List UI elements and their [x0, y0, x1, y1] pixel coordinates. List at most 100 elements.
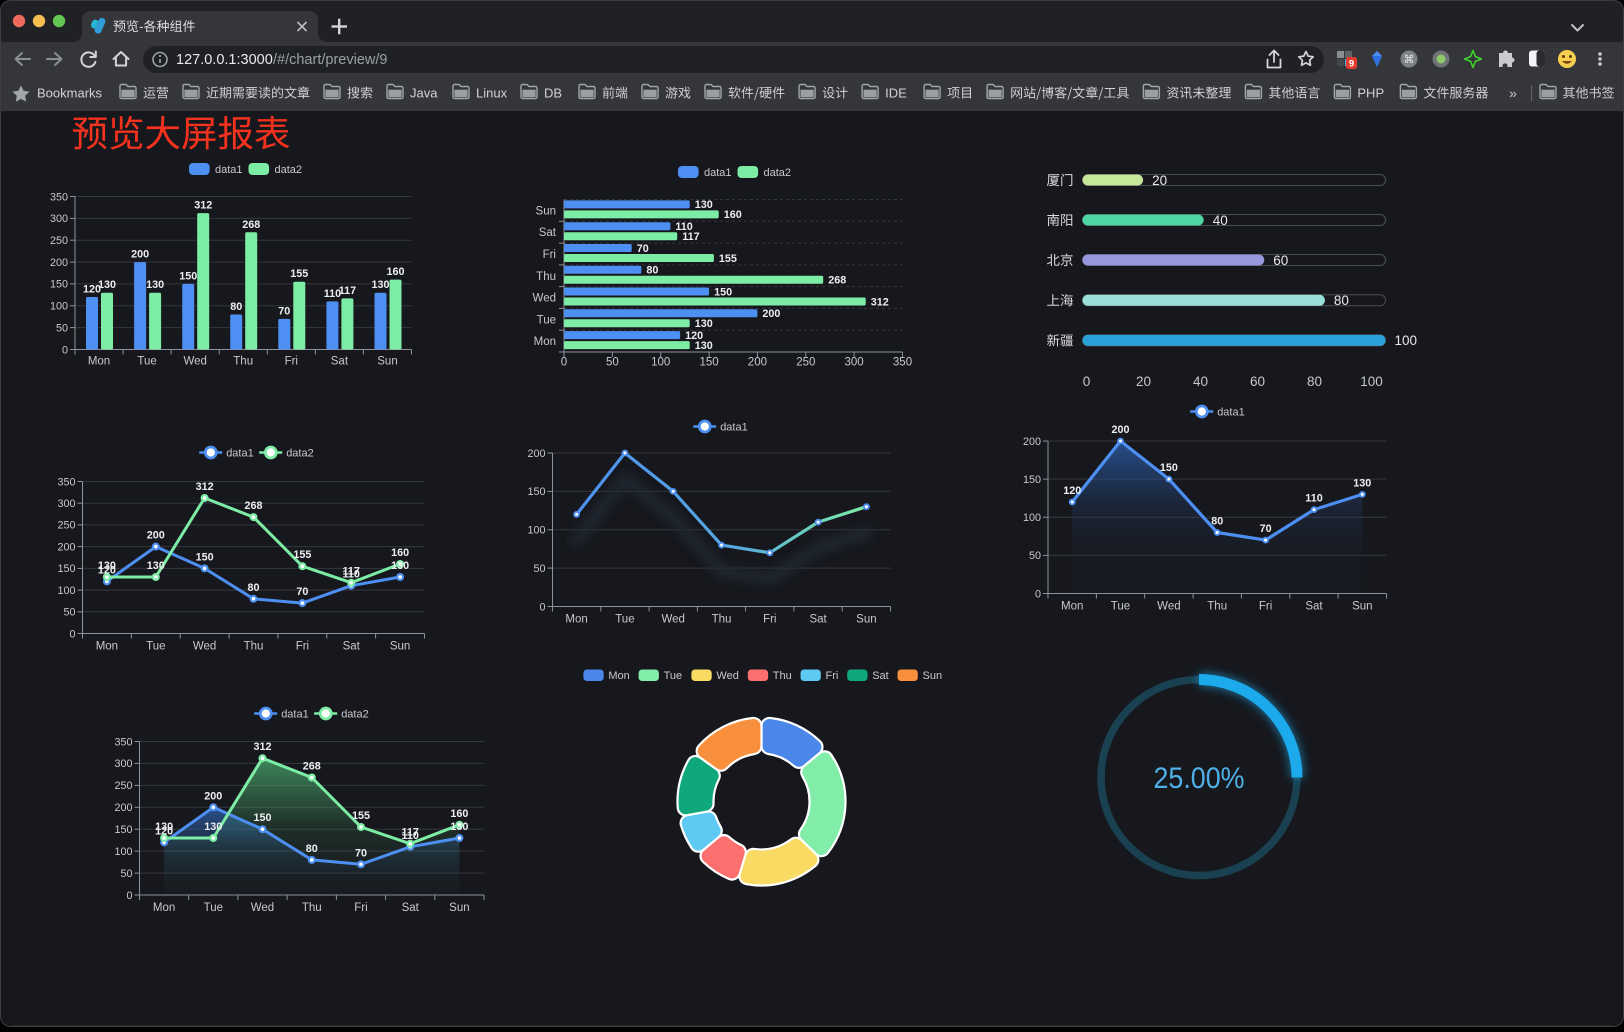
svg-text:DB: DB	[544, 86, 562, 101]
svg-text:130: 130	[391, 560, 409, 572]
svg-text:150: 150	[714, 286, 732, 298]
svg-text:Sat: Sat	[331, 356, 349, 368]
svg-text:Wed: Wed	[533, 293, 556, 305]
svg-text:Thu: Thu	[712, 614, 732, 626]
svg-text:120: 120	[98, 564, 116, 576]
svg-text:70: 70	[278, 305, 290, 317]
svg-text:130: 130	[371, 279, 389, 291]
svg-text:Mon: Mon	[96, 641, 118, 653]
svg-text:Sun: Sun	[390, 641, 410, 653]
svg-text:Tue: Tue	[615, 614, 634, 626]
svg-text:Wed: Wed	[661, 614, 684, 626]
svg-text:100: 100	[1023, 512, 1041, 524]
svg-text:60: 60	[1273, 253, 1288, 268]
svg-text:80: 80	[646, 265, 658, 277]
svg-text:150: 150	[196, 551, 214, 563]
svg-text:data2: data2	[764, 167, 792, 179]
svg-text:130: 130	[1353, 477, 1371, 489]
svg-text:155: 155	[290, 268, 308, 280]
svg-text:150: 150	[700, 357, 719, 369]
svg-text:110: 110	[342, 569, 359, 581]
svg-text:Tue: Tue	[137, 356, 156, 368]
svg-text:80: 80	[306, 843, 318, 855]
svg-text:130: 130	[147, 560, 165, 572]
svg-text:110: 110	[1305, 493, 1322, 505]
svg-text:268: 268	[303, 761, 321, 773]
svg-text:70: 70	[296, 586, 308, 598]
svg-text:200: 200	[50, 257, 68, 269]
svg-text:130: 130	[695, 340, 713, 352]
svg-text:100: 100	[1360, 374, 1383, 389]
svg-text:Tue: Tue	[537, 314, 556, 326]
svg-text:Mon: Mon	[608, 670, 629, 682]
svg-text:350: 350	[114, 736, 132, 748]
svg-text:Sun: Sun	[536, 205, 556, 217]
svg-text:data2: data2	[341, 708, 369, 720]
svg-text:130: 130	[155, 821, 173, 833]
svg-text:130: 130	[695, 199, 713, 211]
svg-text:Tue: Tue	[146, 641, 165, 653]
svg-text:⌘: ⌘	[1404, 54, 1415, 66]
svg-text:300: 300	[50, 213, 68, 225]
svg-text:155: 155	[352, 810, 370, 822]
svg-text:Sun: Sun	[377, 356, 397, 368]
svg-text:312: 312	[253, 741, 271, 753]
svg-text:data1: data1	[1217, 406, 1245, 418]
svg-text:Sun: Sun	[449, 902, 469, 914]
svg-text:Sun: Sun	[923, 670, 943, 682]
svg-text:Fri: Fri	[543, 249, 556, 261]
svg-text:Tue: Tue	[1111, 601, 1130, 613]
svg-text:Fri: Fri	[1259, 601, 1272, 613]
svg-text:117: 117	[401, 827, 418, 839]
svg-text:data1: data1	[281, 708, 309, 720]
svg-text:155: 155	[719, 253, 737, 265]
svg-text:155: 155	[293, 549, 311, 561]
svg-text:40: 40	[1213, 213, 1228, 228]
svg-text:Mon: Mon	[1061, 601, 1083, 613]
svg-text:data2: data2	[286, 447, 314, 459]
svg-text:150: 150	[1023, 474, 1041, 486]
svg-text:80: 80	[230, 301, 242, 313]
svg-text:data1: data1	[720, 421, 748, 433]
svg-text:150: 150	[1160, 462, 1178, 474]
svg-text:Sat: Sat	[872, 670, 889, 682]
svg-text:Sat: Sat	[539, 227, 557, 239]
svg-text:200: 200	[131, 249, 149, 261]
svg-text:Tue: Tue	[204, 902, 223, 914]
svg-text:160: 160	[386, 266, 404, 278]
svg-text:250: 250	[114, 780, 132, 792]
svg-text:Thu: Thu	[536, 271, 556, 283]
svg-text:40: 40	[1193, 374, 1208, 389]
svg-text:100: 100	[527, 525, 545, 537]
svg-text:80: 80	[1211, 516, 1223, 528]
svg-text:Thu: Thu	[773, 670, 792, 682]
svg-text:50: 50	[533, 563, 545, 575]
svg-text:Wed: Wed	[183, 356, 206, 368]
svg-text:200: 200	[147, 530, 165, 542]
svg-text:0: 0	[126, 890, 132, 902]
svg-text:120: 120	[83, 284, 101, 296]
svg-text:Bookmarks: Bookmarks	[37, 86, 103, 101]
svg-text:/#/chart/preview/9: /#/chart/preview/9	[273, 52, 387, 68]
svg-text:150: 150	[527, 486, 545, 498]
svg-text:Fri: Fri	[354, 902, 367, 914]
svg-text:Mon: Mon	[534, 336, 556, 348]
svg-text:160: 160	[450, 808, 468, 820]
svg-text:300: 300	[845, 357, 864, 369]
svg-text:130: 130	[98, 560, 116, 572]
svg-text:70: 70	[637, 243, 649, 255]
svg-text:250: 250	[796, 357, 815, 369]
svg-text:150: 150	[50, 279, 68, 291]
svg-text:200: 200	[748, 357, 767, 369]
svg-text:IDE: IDE	[885, 86, 907, 101]
svg-text:200: 200	[1023, 436, 1041, 448]
svg-text:250: 250	[57, 520, 75, 532]
svg-text:200: 200	[527, 448, 545, 460]
svg-text:200: 200	[1111, 424, 1129, 436]
svg-text:110: 110	[675, 221, 692, 233]
svg-text:200: 200	[204, 790, 222, 802]
svg-text:127.0.0.1:3000: 127.0.0.1:3000	[176, 52, 273, 68]
svg-text:130: 130	[450, 821, 468, 833]
svg-text:data1: data1	[226, 447, 254, 459]
svg-text:130: 130	[146, 279, 164, 291]
